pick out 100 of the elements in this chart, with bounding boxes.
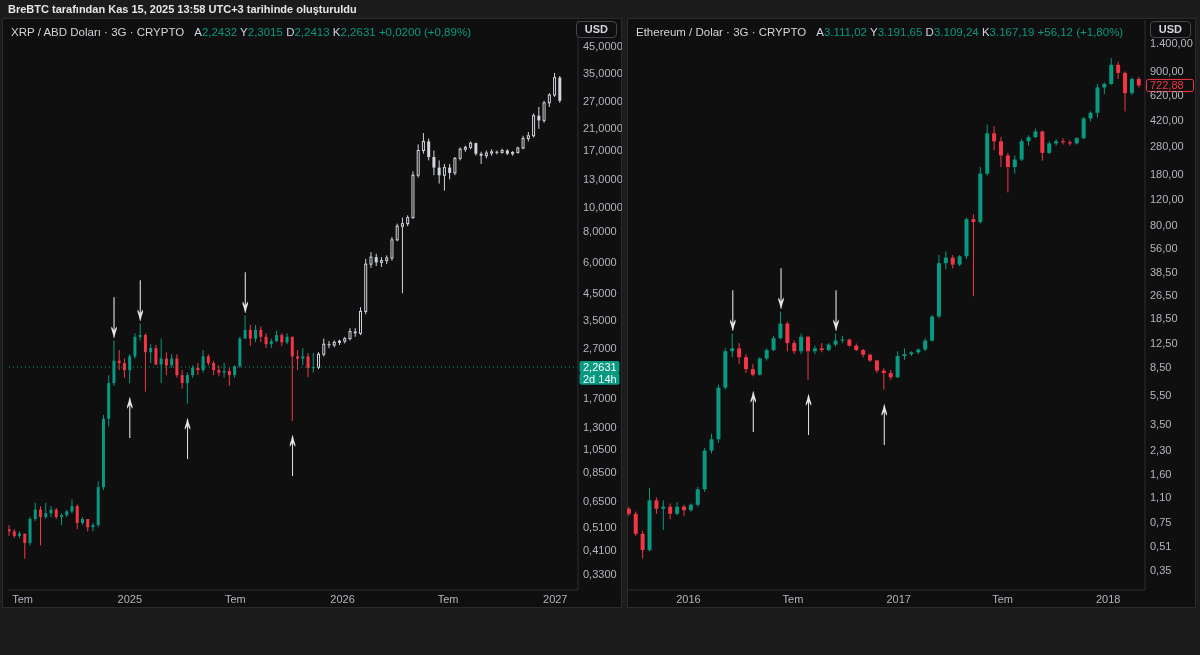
candlestick: [432, 150, 436, 176]
candlestick: [227, 367, 231, 387]
text: Ethereum / Dolar · 3G · CRYPTO: [636, 25, 807, 39]
candlestick: [785, 321, 790, 352]
x-tick-label: 2025: [117, 592, 143, 605]
y-tick-label: 0,51: [1150, 540, 1172, 553]
candlestick: [133, 332, 137, 360]
candlestick: [943, 250, 948, 270]
candlestick: [28, 516, 32, 546]
candlestick: [1067, 139, 1072, 147]
candlestick: [91, 522, 95, 532]
candlestick: [633, 511, 638, 537]
text: BreBTC tarafından Kas 15, 2025 13:58 UTC+3 tarihinde oluşturuldu: [8, 3, 357, 15]
candlestick: [479, 151, 483, 165]
candlestick: [812, 345, 817, 355]
candlestick: [122, 358, 126, 379]
x-tick-label: 2016: [676, 592, 701, 605]
candlestick: [306, 352, 310, 378]
y-tick-label: 0,4100: [583, 544, 617, 557]
y-tick-label: 8,0000: [583, 225, 617, 238]
candlestick: [264, 332, 268, 349]
candlestick: [992, 125, 997, 151]
candlestick: [154, 344, 158, 366]
candlestick: [248, 324, 252, 347]
annotation: 722,88: [1150, 79, 1184, 92]
y-tick-label: 5,50: [1150, 389, 1172, 402]
annotation: ↑: [747, 366, 760, 445]
y-tick-label: 56,00: [1150, 241, 1178, 254]
x-tick-label: 2027: [543, 592, 568, 605]
y-tick-label: 6,0000: [583, 256, 617, 269]
annotation: ↓: [134, 255, 147, 334]
candlestick: [750, 363, 755, 377]
candlestick: [1123, 71, 1128, 113]
annotation: ↑: [878, 379, 891, 458]
y-tick-label: 26,50: [1150, 289, 1178, 302]
candlestick: [75, 503, 79, 530]
y-tick-label: 45,0000: [583, 39, 623, 52]
candlestick: [806, 335, 811, 381]
candlestick: [744, 353, 748, 374]
candlestick: [778, 311, 783, 341]
y-tick-label: 17,0000: [583, 144, 623, 157]
text: XRP / ABD Doları · 3G · CRYPTO: [11, 25, 185, 39]
y-tick-label: 2,30: [1150, 444, 1172, 457]
y-tick-label: 1,7000: [583, 391, 617, 404]
candlestick: [895, 350, 900, 379]
candlestick: [39, 505, 43, 546]
candlestick: [390, 236, 394, 262]
y-tick-label: 35,0000: [583, 66, 623, 79]
candlestick: [442, 163, 446, 192]
candlestick: [1109, 57, 1114, 86]
annotation: ↓: [108, 272, 120, 351]
x-tick-label: Tem: [437, 592, 459, 605]
annotation: 2d 14h: [583, 372, 617, 385]
y-tick-label: 620,00: [1150, 89, 1184, 102]
candlestick: [675, 501, 680, 516]
candlestick: [290, 336, 294, 422]
x-tick-label: Tem: [12, 592, 33, 605]
candlestick: [737, 342, 742, 365]
candlestick: [799, 333, 804, 355]
candlestick: [1012, 154, 1017, 175]
x-tick-label: 2017: [886, 592, 911, 605]
y-tick-label: 0,3300: [583, 567, 617, 580]
candlestick: [558, 75, 562, 104]
candlestick: [1116, 61, 1121, 80]
annotation: ↓: [239, 247, 251, 326]
annotation: ↓: [830, 265, 842, 344]
annotation: ↓: [726, 265, 739, 344]
candlestick: [164, 351, 168, 376]
y-tick-label: 8,50: [1150, 361, 1172, 374]
candlestick: [437, 159, 441, 185]
x-tick-label: Tem: [782, 592, 804, 605]
candlestick: [327, 340, 331, 349]
y-tick-label: 1,0500: [583, 443, 617, 456]
candlestick: [998, 136, 1003, 168]
y-tick-label: 0,75: [1150, 515, 1172, 528]
annotation: ↓: [775, 243, 787, 322]
y-tick-label: 10,0000: [583, 201, 623, 214]
candlestick: [70, 498, 74, 514]
text: A2,2432 Y2,3015 D2,2413 K2,2631 +0,0200 (+0,89%): [194, 26, 471, 38]
y-tick-label: 2,7000: [583, 342, 617, 355]
y-tick-label: 27,0000: [583, 94, 623, 107]
y-tick-label: 0,35: [1150, 564, 1172, 577]
candlestick: [33, 502, 37, 522]
candlestick: [400, 217, 404, 294]
candlestick: [1061, 137, 1066, 146]
y-tick-label: 180,00: [1150, 167, 1184, 180]
candlestick: [1081, 116, 1086, 140]
candlestick: [553, 72, 557, 98]
y-tick-label: 3,5000: [583, 314, 617, 327]
y-tick-label: 3,50: [1150, 417, 1172, 430]
candlestick: [757, 356, 762, 377]
annotation: ↑: [286, 411, 299, 489]
y-tick-label: 280,00: [1150, 139, 1184, 152]
y-tick-label: 1,10: [1150, 491, 1172, 504]
candlestick: [661, 499, 666, 531]
candlestick: [175, 353, 179, 379]
annotation: ↑: [802, 369, 815, 448]
candlestick: [427, 138, 431, 161]
candlestick: [217, 364, 221, 377]
y-tick-label: 420,00: [1150, 113, 1184, 126]
